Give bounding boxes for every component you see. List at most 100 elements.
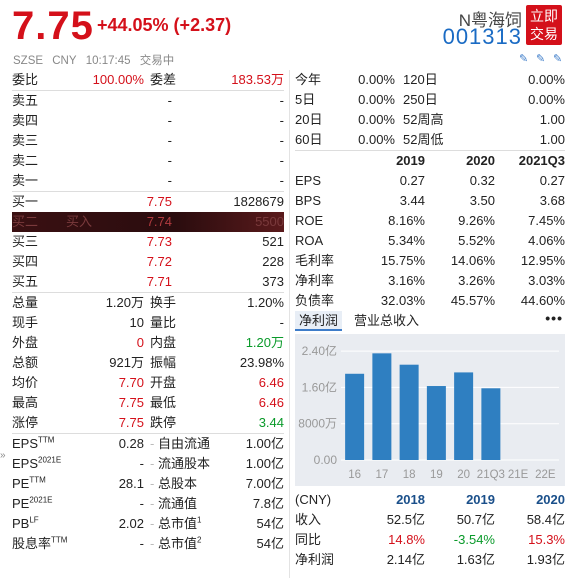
diff-label: 委差	[150, 72, 177, 87]
stat-label: 外盘	[12, 335, 39, 350]
ask-price: -	[167, 153, 172, 168]
pin-icon[interactable]: ✎	[536, 53, 546, 65]
stat-label: 均价	[12, 375, 39, 390]
income-header: (CNY) 2018 2019 2020	[295, 490, 565, 510]
bid-level: 买四	[12, 254, 39, 269]
toolbar-icons: ✎ ✎ ✎	[519, 54, 564, 65]
valuation-row: PE2021E - - 流通值 7.8亿	[12, 494, 284, 514]
ask-row[interactable]: 卖四 - -	[12, 111, 284, 131]
bid-level: 买一	[12, 194, 39, 209]
income-value: 52.5亿	[386, 512, 425, 527]
ask-row[interactable]: 卖二 - -	[12, 151, 284, 171]
ask-row[interactable]: 卖五 - -	[12, 91, 284, 111]
valuation-row: 股息率TTM - - 总市值2 54亿	[12, 534, 284, 554]
period-label: 120日	[403, 72, 438, 87]
settings-icon[interactable]: ✎	[553, 53, 563, 65]
valuation-label-text: PE	[12, 496, 30, 511]
dash-icon: -	[150, 436, 158, 451]
metric-label: 净利率	[295, 273, 335, 288]
x-tick-label: 20	[457, 469, 470, 481]
dash-icon: -	[150, 516, 158, 531]
ask-row[interactable]: 卖一 - -	[12, 171, 284, 191]
chart-bar[interactable]	[454, 372, 474, 460]
tab-total-revenue[interactable]: 营业总收入	[354, 313, 420, 328]
bid-row[interactable]: 买二 买入 7.74 5500	[12, 212, 284, 232]
metric-value: 15.75%	[380, 253, 425, 268]
income-year-header: (CNY)	[295, 492, 332, 507]
metric-value: 5.52%	[458, 233, 495, 248]
performance-table: 今年 0.00% 120日 0.00% 5日 0.00% 250日 0.00% 20日 0.00%…	[295, 70, 565, 150]
bid-level: 买二	[12, 214, 39, 229]
ask-label: 卖五	[12, 93, 39, 108]
metric-value: 32.03%	[380, 293, 425, 308]
chart-bar[interactable]	[481, 388, 501, 460]
edit-icon[interactable]: ✎	[519, 53, 529, 65]
chart-bar[interactable]	[399, 364, 419, 460]
valuation-label: EPSTTM	[12, 434, 74, 454]
income-value: 1.93亿	[526, 552, 565, 567]
bid-row[interactable]: 买三 7.73 521	[12, 232, 284, 252]
period-label: 250日	[403, 92, 438, 107]
quote-time: 10:17:45	[85, 55, 131, 67]
chart-bar[interactable]	[345, 373, 365, 460]
valuation-label: PETTM	[12, 474, 74, 494]
fiscal-row: 负债率 32.03% 45.57% 44.60%	[295, 291, 565, 311]
bid-volume: 373	[262, 274, 284, 289]
valuation-label-text: PB	[12, 516, 30, 531]
ask-row[interactable]: 卖三 - -	[12, 131, 284, 151]
metric-value: 5.34%	[388, 233, 425, 248]
performance-row: 20日 0.00% 52周高 1.00	[295, 110, 565, 130]
valuation-value: -	[139, 536, 144, 551]
valuation-value: 2.02	[118, 516, 144, 531]
fiscal-row: ROA 5.34% 5.52% 4.06%	[295, 231, 565, 251]
x-tick-label: 17	[375, 469, 388, 481]
ask-price: -	[167, 93, 172, 108]
income-value: 2.14亿	[386, 552, 425, 567]
bid-row[interactable]: 买一 7.75 1828679	[12, 192, 284, 212]
chart-bar[interactable]	[426, 386, 446, 460]
stat-row: 涨停 7.75 跌停 3.44	[12, 413, 284, 433]
valuation-label-sup: 2021E	[29, 495, 53, 505]
x-tick-label: 19	[430, 469, 443, 481]
fiscal-row: EPS 0.27 0.32 0.27	[295, 171, 565, 191]
stat-value: 0	[136, 335, 144, 350]
tab-net-profit[interactable]: 净利润	[295, 311, 343, 331]
stock-name: N粤海饲	[458, 11, 522, 30]
chart-bar[interactable]	[372, 353, 392, 460]
ask-price: -	[167, 113, 172, 128]
performance-row: 60日 0.00% 52周低 1.00	[295, 130, 565, 150]
x-tick-label: 21E	[508, 469, 529, 481]
fundamentals-panel: 今年 0.00% 120日 0.00% 5日 0.00% 250日 0.00% 20日 0.00%…	[295, 70, 565, 567]
income-value: 15.3%	[528, 532, 565, 547]
valuation-row: EPSTTM 0.28- 自由流通 1.00亿	[12, 434, 284, 454]
bid-label: 买二 买入	[12, 212, 112, 232]
valuation-label-text: 自由流通	[157, 436, 210, 451]
bid-row[interactable]: 买四 7.72 228	[12, 252, 284, 272]
metric-label: 毛利率	[295, 253, 335, 268]
bid-label: 买一	[12, 192, 112, 212]
dash-icon: -	[150, 496, 158, 511]
trade-now-button[interactable]: 立即 交易	[526, 5, 562, 45]
metric-value: 3.03%	[528, 273, 565, 288]
ask-label: 卖二	[12, 153, 39, 168]
valuation-label-text: 总市值	[157, 536, 197, 551]
fiscal-year-header: 2020	[466, 153, 495, 168]
bid-label: 买四	[12, 252, 112, 272]
fiscal-year-header	[295, 151, 355, 171]
bid-row[interactable]: 买五 7.71 373	[12, 272, 284, 292]
expand-arrow-icon[interactable]: »	[0, 450, 6, 461]
valuation-label-text: 流通值	[157, 496, 197, 511]
ask-volume: -	[279, 133, 284, 148]
valuation-value: 0.28	[118, 436, 144, 451]
stat-label: 最低	[150, 395, 177, 410]
valuation-value: 7.00亿	[245, 476, 284, 491]
stat-label: 换手	[150, 295, 177, 310]
valuation-label-text: EPS	[12, 456, 39, 471]
more-icon[interactable]: •••	[545, 310, 563, 326]
valuation-label: EPS2021E	[12, 454, 74, 474]
y-tick-label: 1.60亿	[302, 379, 337, 394]
bid-volume: 521	[262, 234, 284, 249]
bid-price: 7.72	[146, 254, 172, 269]
valuation-label: - 自由流通	[144, 434, 214, 454]
period-value: 0.00%	[358, 72, 395, 87]
